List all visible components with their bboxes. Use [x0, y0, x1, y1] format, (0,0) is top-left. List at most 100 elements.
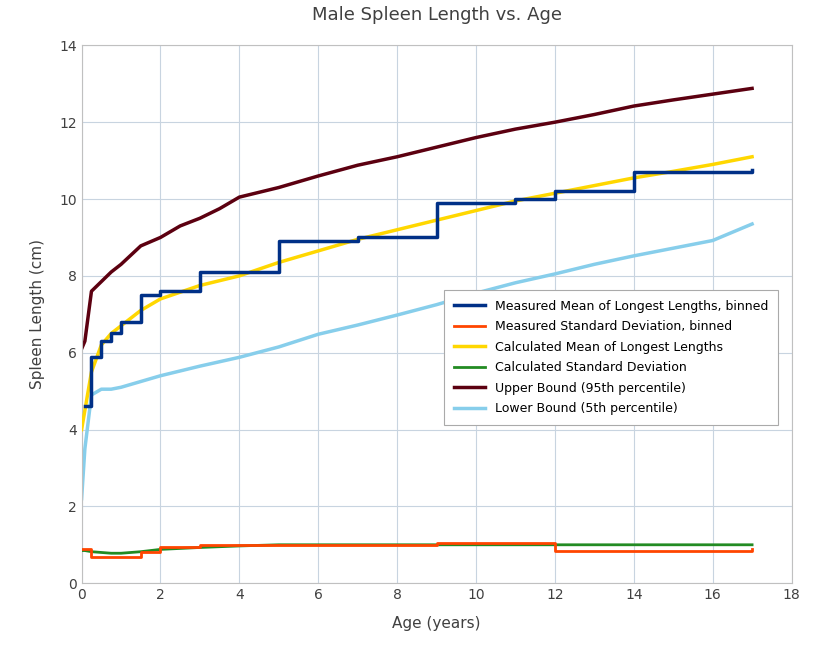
Measured Mean of Longest Lengths, binned	[511, 195, 521, 203]
Calculated Standard Deviation	[353, 541, 362, 549]
Upper Bound (95th percentile)	[629, 102, 639, 110]
Upper Bound (95th percentile)	[668, 96, 678, 104]
Measured Mean of Longest Lengths, binned	[353, 233, 362, 241]
Measured Mean of Longest Lengths, binned	[106, 338, 116, 345]
Calculated Mean of Longest Lengths	[629, 174, 639, 182]
Measured Mean of Longest Lengths, binned	[629, 168, 639, 176]
Measured Standard Deviation, binned	[589, 547, 599, 555]
Upper Bound (95th percentile)	[86, 287, 96, 295]
Measured Mean of Longest Lengths, binned	[135, 291, 145, 299]
Calculated Mean of Longest Lengths	[195, 282, 205, 290]
Measured Mean of Longest Lengths, binned	[313, 237, 323, 245]
Measured Mean of Longest Lengths, binned	[234, 268, 244, 276]
Measured Mean of Longest Lengths, binned	[274, 268, 284, 276]
Measured Standard Deviation, binned	[432, 539, 441, 547]
Calculated Mean of Longest Lengths	[274, 259, 284, 266]
Lower Bound (5th percentile)	[629, 252, 639, 260]
Calculated Mean of Longest Lengths	[80, 406, 90, 414]
Upper Bound (95th percentile)	[550, 119, 560, 126]
Upper Bound (95th percentile)	[392, 153, 402, 161]
Measured Mean of Longest Lengths, binned	[274, 237, 284, 245]
Calculated Standard Deviation	[392, 541, 402, 549]
Measured Mean of Longest Lengths, binned	[106, 330, 116, 338]
Measured Standard Deviation, binned	[747, 545, 757, 553]
Upper Bound (95th percentile)	[106, 268, 116, 276]
Y-axis label: Spleen Length (cm): Spleen Length (cm)	[30, 239, 45, 389]
Measured Standard Deviation, binned	[80, 545, 90, 553]
Calculated Mean of Longest Lengths	[106, 330, 116, 338]
Lower Bound (5th percentile)	[707, 237, 717, 244]
Measured Mean of Longest Lengths, binned	[313, 237, 323, 245]
Measured Mean of Longest Lengths, binned	[550, 187, 560, 195]
Calculated Standard Deviation	[629, 541, 639, 549]
Upper Bound (95th percentile)	[135, 242, 145, 249]
Upper Bound (95th percentile)	[96, 278, 106, 286]
Upper Bound (95th percentile)	[175, 222, 185, 230]
Calculated Standard Deviation	[77, 547, 86, 555]
Measured Standard Deviation, binned	[86, 545, 96, 553]
Line: Calculated Standard Deviation: Calculated Standard Deviation	[82, 545, 752, 553]
Upper Bound (95th percentile)	[77, 345, 86, 353]
Measured Standard Deviation, binned	[274, 541, 284, 549]
Measured Mean of Longest Lengths, binned	[432, 233, 441, 241]
Lower Bound (5th percentile)	[747, 220, 757, 228]
Legend: Measured Mean of Longest Lengths, binned, Measured Standard Deviation, binned, C: Measured Mean of Longest Lengths, binned…	[444, 290, 778, 425]
Calculated Mean of Longest Lengths	[353, 235, 362, 243]
Upper Bound (95th percentile)	[80, 338, 90, 345]
Calculated Mean of Longest Lengths	[116, 322, 126, 330]
Measured Standard Deviation, binned	[274, 541, 284, 549]
Measured Standard Deviation, binned	[106, 553, 116, 561]
Measured Mean of Longest Lengths, binned	[747, 168, 757, 176]
Measured Mean of Longest Lengths, binned	[392, 233, 402, 241]
Calculated Standard Deviation	[234, 542, 244, 550]
Measured Mean of Longest Lengths, binned	[707, 168, 717, 176]
Upper Bound (95th percentile)	[116, 260, 126, 268]
Measured Standard Deviation, binned	[106, 553, 116, 561]
Measured Standard Deviation, binned	[550, 547, 560, 555]
Calculated Mean of Longest Lengths	[511, 197, 521, 205]
Measured Standard Deviation, binned	[629, 547, 639, 555]
Measured Mean of Longest Lengths, binned	[511, 199, 521, 207]
Lower Bound (5th percentile)	[511, 279, 521, 286]
Calculated Standard Deviation	[106, 550, 116, 557]
Measured Mean of Longest Lengths, binned	[135, 318, 145, 326]
Lower Bound (5th percentile)	[589, 260, 599, 268]
Measured Standard Deviation, binned	[550, 539, 560, 547]
Measured Standard Deviation, binned	[747, 547, 757, 555]
Upper Bound (95th percentile)	[274, 183, 284, 191]
Measured Standard Deviation, binned	[116, 553, 126, 561]
Lower Bound (5th percentile)	[550, 270, 560, 278]
Lower Bound (5th percentile)	[274, 343, 284, 351]
Lower Bound (5th percentile)	[353, 321, 362, 329]
Measured Mean of Longest Lengths, binned	[432, 199, 441, 207]
Measured Mean of Longest Lengths, binned	[116, 318, 126, 326]
Upper Bound (95th percentile)	[195, 214, 205, 222]
Calculated Standard Deviation	[80, 547, 90, 555]
Lower Bound (5th percentile)	[135, 378, 145, 386]
Calculated Standard Deviation	[589, 541, 599, 549]
Calculated Standard Deviation	[195, 544, 205, 551]
Line: Upper Bound (95th percentile): Upper Bound (95th percentile)	[82, 88, 752, 349]
Lower Bound (5th percentile)	[106, 386, 116, 393]
Measured Mean of Longest Lengths, binned	[550, 195, 560, 203]
Measured Standard Deviation, binned	[511, 539, 521, 547]
Measured Standard Deviation, binned	[195, 541, 205, 549]
Measured Mean of Longest Lengths, binned	[471, 199, 481, 207]
Measured Mean of Longest Lengths, binned	[116, 330, 126, 338]
Line: Calculated Mean of Longest Lengths: Calculated Mean of Longest Lengths	[82, 157, 752, 430]
Measured Standard Deviation, binned	[234, 541, 244, 549]
Upper Bound (95th percentile)	[511, 125, 521, 133]
Measured Standard Deviation, binned	[629, 547, 639, 555]
Lower Bound (5th percentile)	[195, 362, 205, 370]
Measured Standard Deviation, binned	[86, 553, 96, 561]
Lower Bound (5th percentile)	[471, 289, 481, 297]
Measured Standard Deviation, binned	[135, 553, 145, 561]
Measured Standard Deviation, binned	[432, 541, 441, 549]
Lower Bound (5th percentile)	[392, 311, 402, 319]
Measured Standard Deviation, binned	[96, 553, 106, 561]
Calculated Mean of Longest Lengths	[668, 167, 678, 175]
Calculated Mean of Longest Lengths	[392, 226, 402, 234]
Measured Mean of Longest Lengths, binned	[195, 268, 205, 276]
Measured Mean of Longest Lengths, binned	[589, 187, 599, 195]
Measured Standard Deviation, binned	[234, 541, 244, 549]
